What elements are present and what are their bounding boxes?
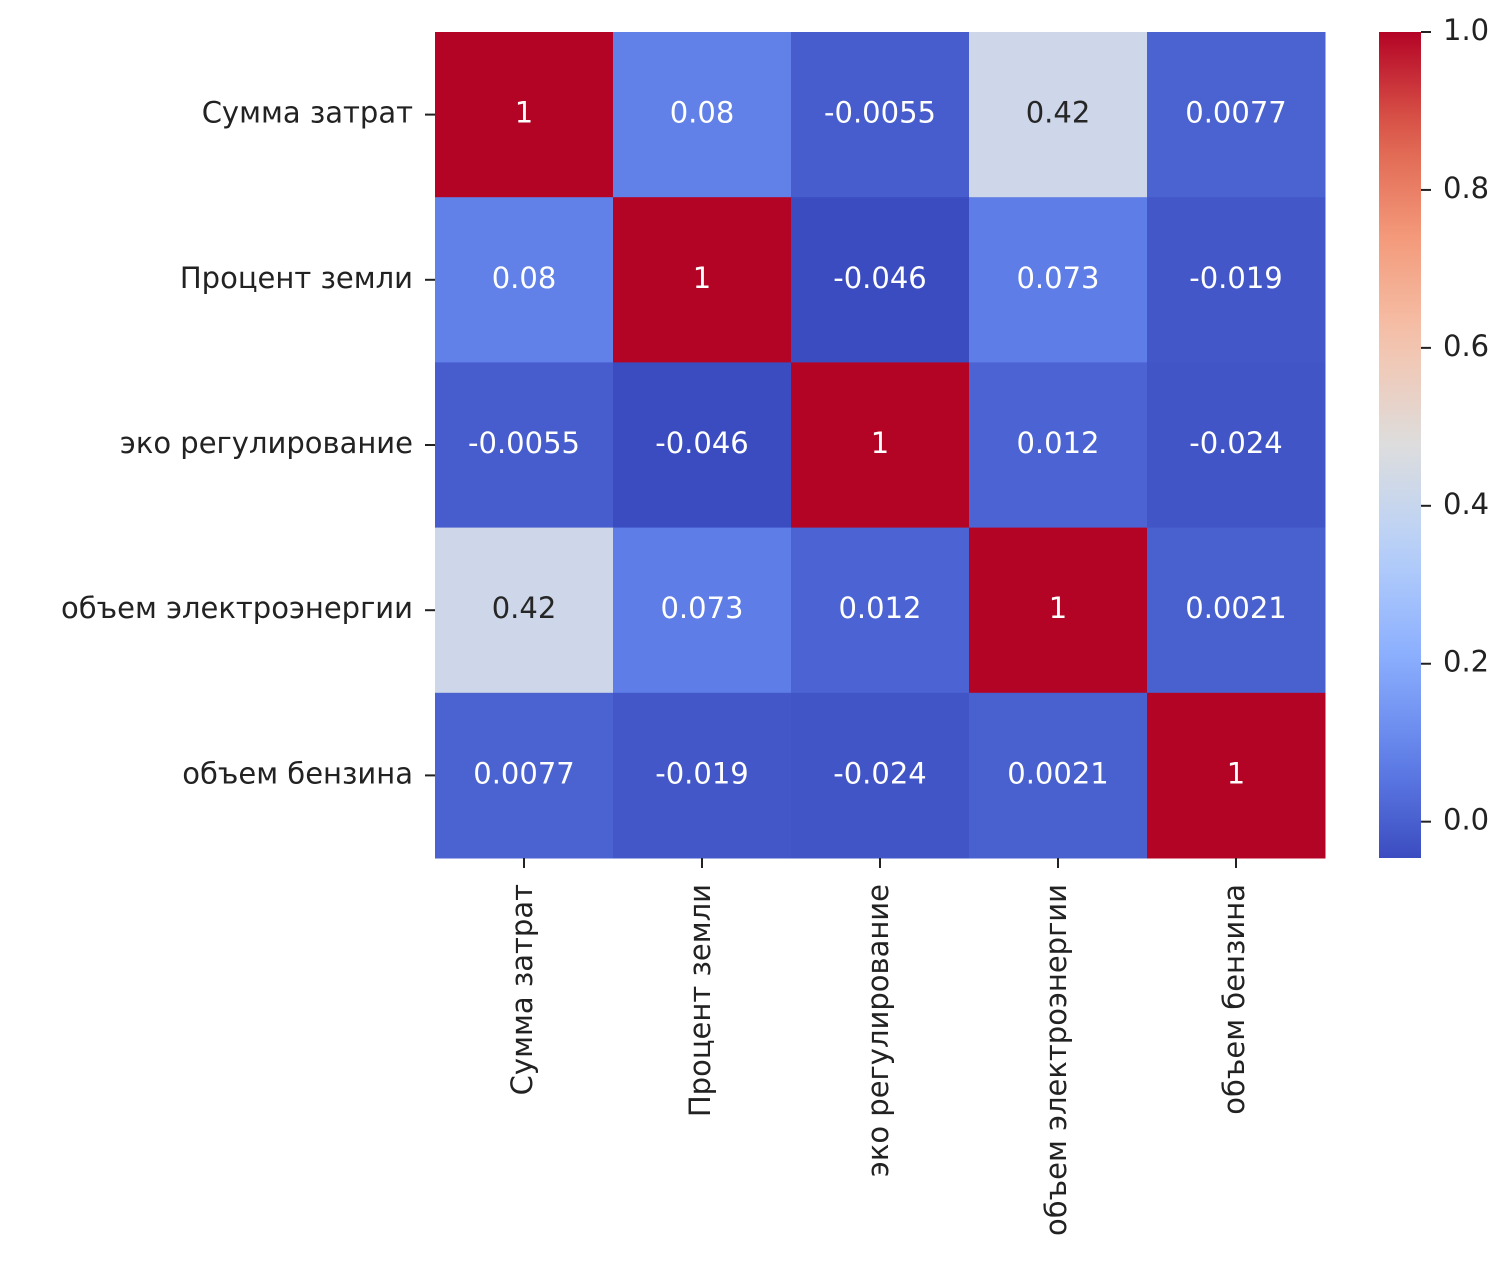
cell-label: 0.42 <box>492 591 557 625</box>
heatmap-cell <box>1147 197 1326 363</box>
heatmap-cell <box>791 692 970 859</box>
heatmap-cell <box>435 527 614 694</box>
heatmap-cell <box>969 362 1148 529</box>
cell-label: 0.073 <box>1016 261 1099 295</box>
heatmap-cell <box>791 527 970 694</box>
y-tick-label: объем электроэнергии <box>61 591 413 625</box>
heatmap-cell <box>613 197 792 363</box>
x-tick-label: Процент земли <box>683 884 717 1117</box>
y-tick-label: эко регулирование <box>120 426 413 460</box>
heatmap-cell <box>613 32 792 198</box>
cell-label: -0.0055 <box>824 96 936 130</box>
cell-label: 1 <box>693 261 711 295</box>
heatmap-cell <box>969 527 1148 694</box>
x-tick-label: эко регулирование <box>861 884 895 1177</box>
y-tick-label: Сумма затрат <box>202 96 413 130</box>
colorbar-tick-label: 0.4 <box>1443 487 1489 521</box>
colorbar-tick-label: 0.0 <box>1443 803 1489 837</box>
heatmap-cell <box>435 362 614 529</box>
x-tick-label: объем бензина <box>1217 884 1251 1115</box>
heatmap-cell <box>1147 527 1326 694</box>
cell-label: 1 <box>1227 756 1245 790</box>
cell-label: -0.019 <box>655 756 749 790</box>
cell-label: 0.0021 <box>1185 591 1286 625</box>
x-tick-label: объем электроэнергии <box>1039 884 1073 1236</box>
y-tick-label: объем бензина <box>182 756 413 790</box>
cell-label: -0.019 <box>1189 261 1283 295</box>
cell-label: -0.046 <box>655 426 749 460</box>
colorbar-tick-label: 1.0 <box>1443 13 1489 47</box>
cell-label: 0.012 <box>1016 426 1099 460</box>
heatmap-cell <box>969 32 1148 198</box>
cell-label: -0.024 <box>1189 426 1283 460</box>
cell-label: 0.0077 <box>1185 96 1286 130</box>
cell-label: 0.012 <box>838 591 921 625</box>
heatmap-cell <box>1147 32 1326 198</box>
colorbar-tick-label: 0.2 <box>1443 645 1489 679</box>
heatmap-cell <box>1147 692 1326 859</box>
colorbar <box>1379 32 1421 858</box>
y-tick-label: Процент земли <box>180 261 413 295</box>
heatmap-cell <box>791 362 970 529</box>
cell-label: 0.073 <box>660 591 743 625</box>
heatmap-cell <box>613 362 792 529</box>
heatmap-cell <box>613 527 792 694</box>
cell-label: 0.08 <box>492 261 557 295</box>
heatmap-cell <box>1147 362 1326 529</box>
heatmap-cell <box>791 197 970 363</box>
heatmap-cell <box>969 197 1148 363</box>
heatmap-cell <box>613 692 792 859</box>
cell-label: 0.0021 <box>1007 756 1108 790</box>
cell-label: 0.08 <box>670 96 735 130</box>
cell-label: -0.024 <box>833 756 927 790</box>
cell-label: -0.046 <box>833 261 927 295</box>
heatmap-cell <box>435 32 614 198</box>
heatmap-cell <box>435 197 614 363</box>
heatmap-cell <box>969 692 1148 859</box>
colorbar-tick-label: 0.8 <box>1443 171 1489 205</box>
cell-label: 0.0077 <box>473 756 574 790</box>
cell-label: 1 <box>1049 591 1067 625</box>
cell-label: 1 <box>515 96 533 130</box>
cell-label: -0.0055 <box>468 426 580 460</box>
heatmap-cell <box>435 692 614 859</box>
cell-label: 1 <box>871 426 889 460</box>
cell-label: 0.42 <box>1026 96 1091 130</box>
heatmap-cell <box>791 32 970 198</box>
x-tick-label: Сумма затрат <box>505 884 539 1095</box>
colorbar-tick-label: 0.6 <box>1443 329 1489 363</box>
